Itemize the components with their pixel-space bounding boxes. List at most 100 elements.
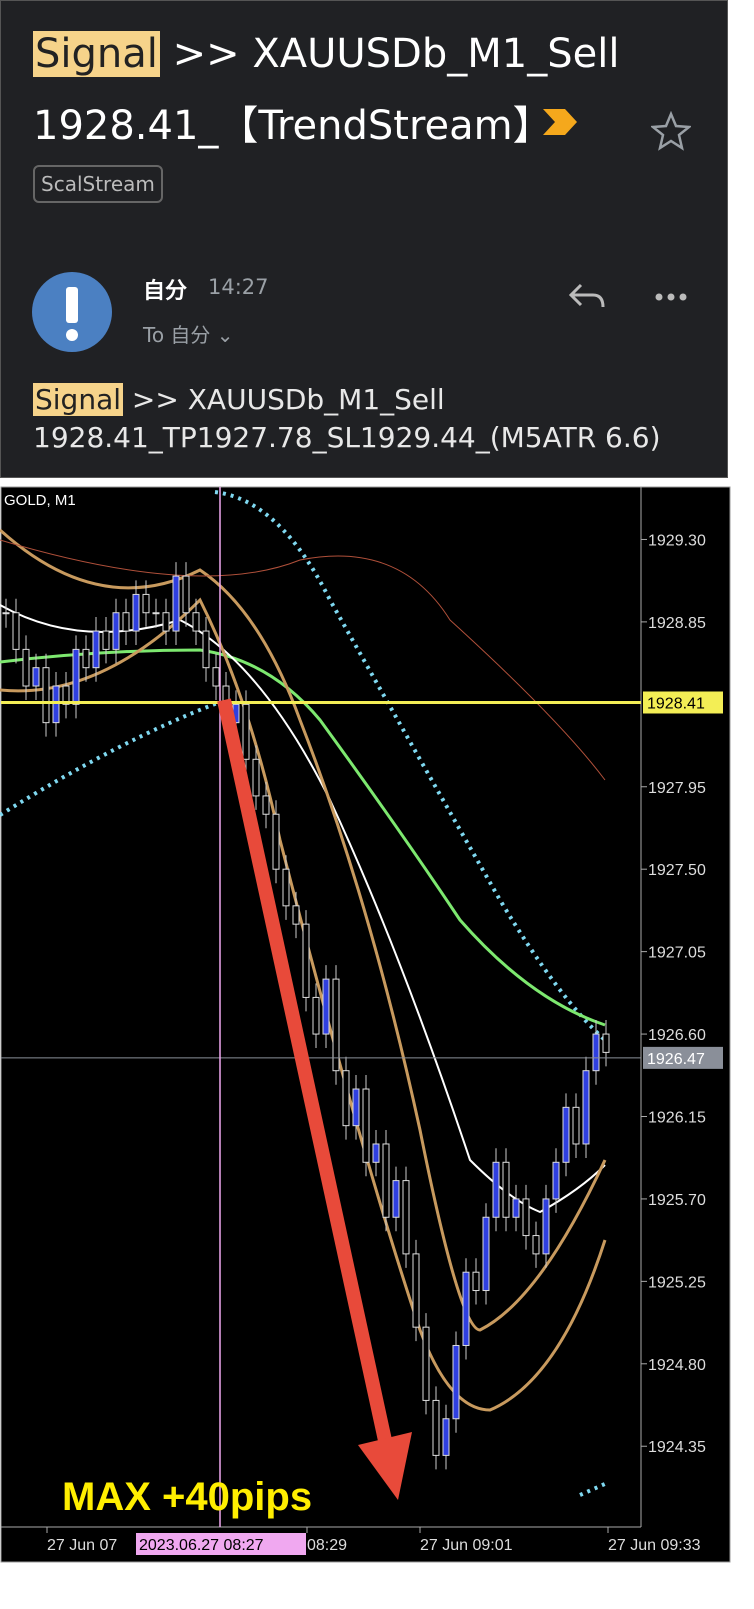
y-tick-label: 1927.50: [648, 862, 706, 879]
candle: [482, 1216, 490, 1292]
candle: [52, 685, 60, 724]
subject-text: >> XAUUSDb_M1_Sell: [172, 31, 620, 77]
candle: [562, 1106, 570, 1163]
highlight: Signal: [33, 31, 160, 77]
candle: [212, 667, 220, 687]
to-text: To 自分: [143, 323, 211, 347]
candle: [582, 1070, 590, 1145]
body-line: Signal >> XAUUSDb_M1_Sell: [33, 383, 445, 416]
indicator: [579, 1481, 608, 1497]
candle: [392, 1180, 400, 1218]
candle: [192, 612, 200, 632]
candle: [152, 612, 160, 615]
reply-button[interactable]: [567, 281, 607, 315]
candle: [302, 923, 310, 998]
time: 14:27: [208, 275, 269, 299]
candle: [62, 685, 70, 705]
candle: [162, 612, 170, 632]
candle: [492, 1161, 500, 1218]
candle: [372, 1143, 380, 1163]
candle: [472, 1271, 480, 1292]
y-tick-label: 1925.25: [648, 1274, 706, 1291]
candle: [112, 612, 120, 650]
candle: [132, 593, 140, 632]
candle: [272, 813, 280, 870]
annotation: MAX +40pips: [62, 1475, 312, 1519]
candle: [412, 1253, 420, 1328]
y-tick-label: 1926.60: [648, 1027, 706, 1044]
candle: [592, 1033, 600, 1072]
candle: [2, 612, 10, 615]
candle: [522, 1198, 530, 1237]
candle: [362, 1088, 370, 1163]
price-chart: GOLD, M1 MAX +40pips 1929.30 1928.85 1927.…: [0, 486, 731, 1563]
y-tick-label: 1926.15: [648, 1109, 706, 1126]
candle: [552, 1161, 560, 1200]
candle: [22, 648, 30, 687]
subject-line: Signal >> XAUUSDb_M1_Sell: [33, 31, 619, 77]
candle: [72, 648, 80, 705]
x-tick-label: 27 Jun 09:01: [420, 1537, 513, 1554]
candle: [402, 1180, 410, 1255]
candle: [122, 612, 130, 632]
candle: [462, 1271, 470, 1346]
candle: [532, 1235, 540, 1255]
indicator: [0, 539, 606, 781]
subject-text: 1928.41_【TrendStream】: [33, 103, 553, 149]
candle: [262, 795, 270, 815]
label-chip[interactable]: ScalStream: [33, 165, 163, 203]
candle: [512, 1198, 520, 1218]
y-tick-label: 1924.80: [648, 1357, 706, 1374]
current-price-label: 1926.47: [647, 1051, 705, 1068]
symbol: GOLD, M1: [4, 492, 76, 509]
candle: [432, 1399, 440, 1456]
candle: [102, 630, 110, 650]
candle: [352, 1088, 360, 1127]
candle: [12, 612, 20, 650]
candle: [342, 1070, 350, 1127]
indicator: [0, 648, 606, 1027]
indicator: [0, 700, 221, 817]
important-marker[interactable]: [541, 107, 581, 137]
candle: [142, 593, 150, 614]
candle: [382, 1143, 390, 1218]
email-view: Signal >> XAUUSDb_M1_Sell 1928.41_【Trend…: [0, 0, 728, 478]
x-tick-label: 08:29: [307, 1537, 347, 1554]
arrow: [217, 698, 393, 1447]
avatar: [32, 272, 112, 352]
candle: [252, 758, 260, 797]
star-button[interactable]: [651, 111, 691, 151]
level-label-box: [643, 691, 723, 714]
candle: [42, 667, 50, 724]
body-text: >> XAUUSDb_M1_Sell: [131, 383, 445, 416]
chart-background: [0, 486, 731, 1563]
candle: [452, 1344, 460, 1420]
y-tick-label: 1928.85: [648, 615, 706, 632]
candle: [572, 1106, 580, 1145]
y-tick-label: 1925.70: [648, 1192, 706, 1209]
cursor-time: 2023.06.27 08:27: [139, 1537, 264, 1554]
price-label-box: [643, 1046, 723, 1069]
candle: [322, 978, 330, 1035]
candle: [202, 630, 210, 669]
candle: [242, 703, 250, 760]
candle: [32, 667, 40, 687]
y-tick-label: 1927.05: [648, 945, 706, 962]
candle: [82, 648, 90, 669]
candle: [502, 1161, 510, 1218]
indicator: [0, 604, 606, 1214]
signal-level-label: 1928.41: [647, 695, 705, 712]
recipient[interactable]: To 自分 ⌄: [143, 323, 234, 347]
body-text: 1928.41_TP1927.78_SL1929.44_(M5ATR 6.6): [33, 421, 661, 454]
y-tick-label: 1927.95: [648, 780, 706, 797]
cursor-time-box: [136, 1533, 306, 1555]
more-button[interactable]: [653, 289, 689, 305]
candle: [92, 630, 100, 669]
candle: [312, 996, 320, 1035]
candle: [602, 1033, 610, 1053]
y-tick-label: 1929.30: [648, 532, 706, 549]
sender: 自分: [143, 279, 188, 304]
arrow-head: [358, 1432, 412, 1500]
x-tick-label: 27 Jun 09:33: [608, 1537, 701, 1554]
candle: [422, 1326, 430, 1401]
